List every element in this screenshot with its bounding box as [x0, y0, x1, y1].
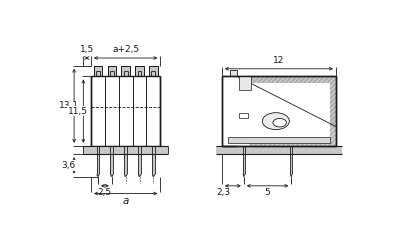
- Bar: [122, 66, 130, 77]
- Text: 2,3: 2,3: [216, 188, 231, 197]
- Text: 3,6: 3,6: [62, 161, 76, 170]
- Bar: [228, 81, 333, 143]
- Bar: [124, 146, 127, 177]
- Bar: [216, 146, 342, 154]
- Text: a: a: [122, 196, 129, 206]
- Bar: [239, 77, 251, 90]
- Ellipse shape: [273, 119, 286, 127]
- Bar: [91, 77, 160, 146]
- Bar: [222, 77, 336, 146]
- Bar: [239, 83, 330, 143]
- Bar: [222, 77, 249, 146]
- Bar: [108, 66, 116, 77]
- Bar: [149, 66, 158, 77]
- Text: a+2,5: a+2,5: [112, 45, 139, 54]
- Text: 2,5: 2,5: [98, 188, 112, 197]
- Text: 5: 5: [265, 188, 270, 197]
- Bar: [239, 113, 248, 118]
- Bar: [222, 77, 336, 146]
- Polygon shape: [237, 77, 336, 126]
- Polygon shape: [237, 77, 336, 146]
- Bar: [97, 146, 99, 177]
- Bar: [243, 146, 244, 177]
- Bar: [135, 66, 144, 77]
- Bar: [152, 146, 155, 177]
- Bar: [83, 146, 168, 154]
- Bar: [230, 70, 237, 77]
- Text: 1,5: 1,5: [80, 45, 94, 54]
- Text: 12: 12: [273, 56, 285, 65]
- Bar: [228, 137, 330, 143]
- Bar: [110, 146, 113, 177]
- Text: 13,1: 13,1: [59, 101, 79, 110]
- Bar: [290, 146, 292, 177]
- Text: 11,5: 11,5: [68, 107, 88, 116]
- Bar: [94, 66, 102, 77]
- Bar: [138, 146, 141, 177]
- Ellipse shape: [262, 113, 289, 130]
